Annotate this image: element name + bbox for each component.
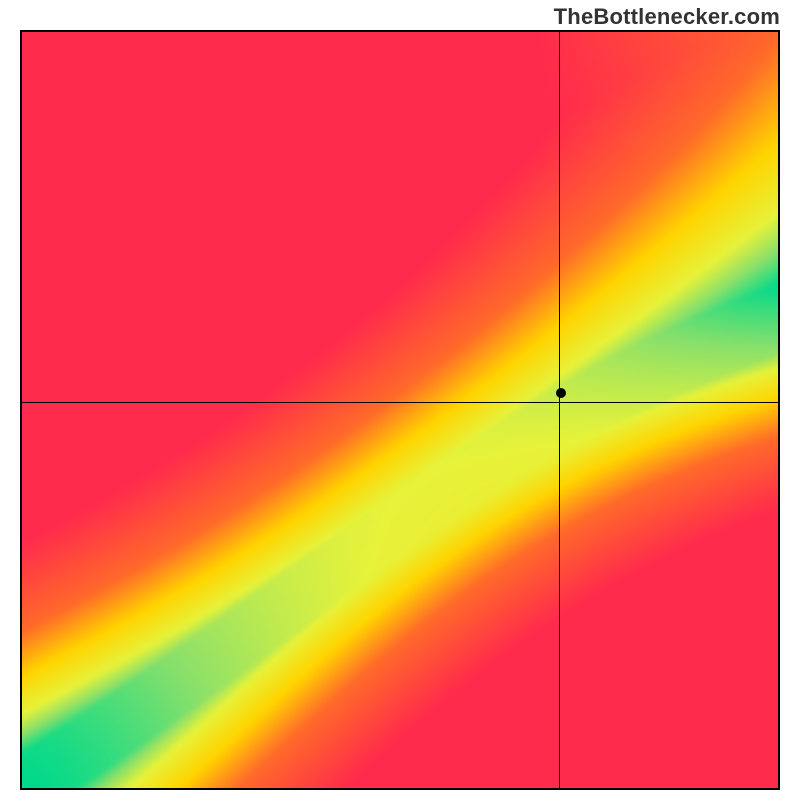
chart-container: TheBottlenecker.com bbox=[0, 0, 800, 800]
plot-frame bbox=[20, 30, 780, 790]
heatmap-canvas bbox=[20, 30, 780, 790]
crosshair-vertical bbox=[559, 30, 560, 790]
watermark-text: TheBottlenecker.com bbox=[554, 4, 780, 30]
crosshair-marker bbox=[556, 388, 566, 398]
crosshair-horizontal bbox=[20, 402, 780, 403]
